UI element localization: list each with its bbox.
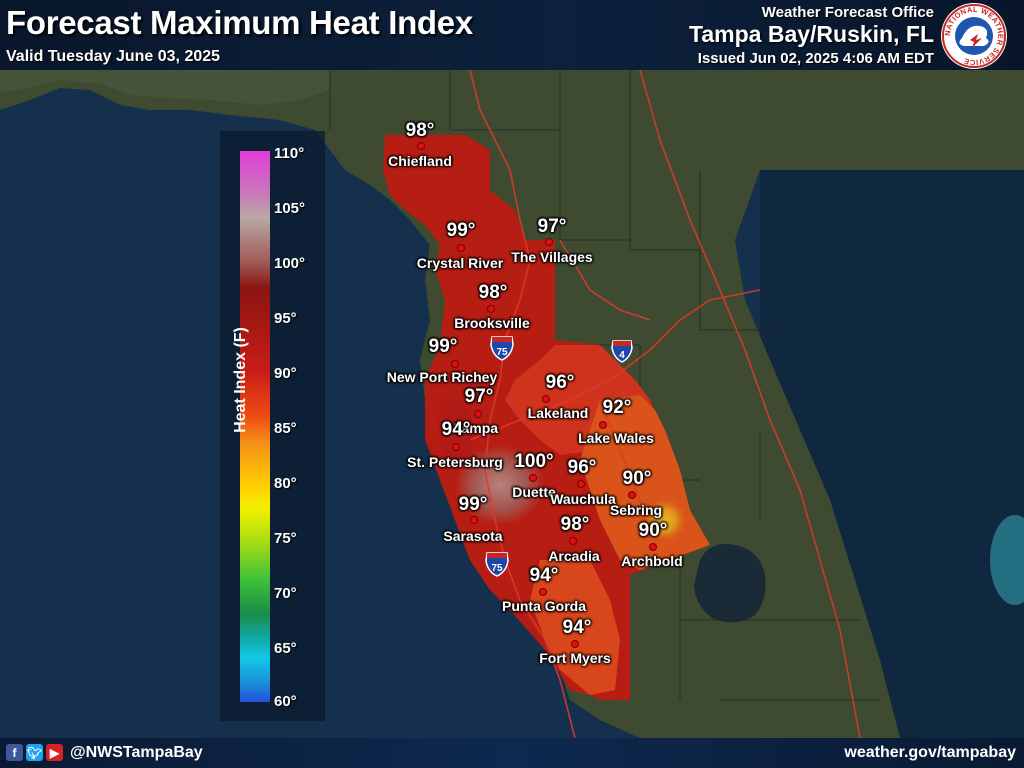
social-handle[interactable]: @NWSTampaBay (70, 744, 203, 761)
interstate-shield: 4 (611, 340, 633, 363)
city-value: 90° (638, 520, 668, 541)
city-value: 92° (602, 397, 632, 418)
legend-title: Heat Index (F) (232, 327, 249, 433)
legend-tick: 75° (274, 530, 297, 547)
city-marker-dot (649, 543, 657, 551)
website-link[interactable]: weather.gov/tampabay (844, 744, 1016, 761)
city-value: 98° (405, 120, 435, 141)
svg-text:75: 75 (496, 347, 508, 358)
city-value: 94° (562, 617, 592, 638)
city-name: Duette (512, 484, 556, 500)
city-name: Sebring (609, 502, 663, 518)
city-markers (417, 142, 657, 648)
city-name: St. Petersburg (407, 454, 503, 470)
legend-tick: 100° (274, 255, 306, 272)
city-value: 98° (478, 282, 508, 303)
legend-color-bar (240, 151, 270, 702)
lake-okeechobee (694, 544, 766, 623)
city-name: Lake Wales (578, 430, 654, 446)
panhandle-coast (0, 70, 330, 105)
city-name: Crystal River (416, 255, 504, 271)
interstate-shield: 75 (485, 552, 509, 577)
legend-tick: 85° (274, 420, 297, 437)
city-name: Chiefland (388, 153, 452, 169)
city-name: Punta Gorda (501, 598, 587, 614)
city-name: Tampa (453, 420, 499, 436)
city-marker-dot (457, 244, 465, 252)
legend-tick: 70° (274, 585, 297, 602)
city-marker-dot (539, 588, 547, 596)
city-marker-dot (529, 474, 537, 482)
city-marker-dot (451, 360, 459, 368)
legend-tick: 110° (274, 145, 305, 162)
twitter-icon[interactable]: 🐦︎ (26, 744, 43, 761)
city-value: 97° (464, 386, 494, 407)
city-marker-dot (577, 480, 585, 488)
city-marker-dot (628, 491, 636, 499)
city-marker-dot (417, 142, 425, 150)
city-marker-dot (542, 395, 550, 403)
interstate-shield: 75 (490, 336, 514, 361)
bahamas-shoals (990, 515, 1024, 605)
city-value: 94° (441, 419, 471, 440)
city-name: The Villages (511, 249, 593, 265)
city-name: Sarasota (443, 528, 503, 544)
nws-logo-icon: NATIONAL WEATHER SERVICE (941, 3, 1007, 69)
city-value: 94° (529, 565, 559, 586)
highways (469, 69, 861, 739)
city-name: Archbold (621, 553, 683, 569)
city-value: 90° (622, 468, 652, 489)
heat-index-shading (383, 135, 710, 700)
color-legend: Heat Index (F) 110° 105° 100° 95° 90° 85… (220, 131, 325, 721)
city-marker-dot (599, 421, 607, 429)
svg-text:4: 4 (619, 350, 625, 361)
legend-tick: 90° (274, 365, 297, 382)
facebook-icon[interactable]: f (6, 744, 23, 761)
city-name: New Port Richey (386, 369, 498, 385)
city-name: Brooksville (454, 315, 530, 331)
legend-tick: 105° (274, 200, 306, 217)
office-name: Tampa Bay/Ruskin, FL (689, 21, 934, 47)
office-label: Weather Forecast Office (761, 4, 934, 21)
city-value: 96° (567, 457, 597, 478)
footer-bar: f 🐦︎ ▶ @NWSTampaBay weather.gov/tampabay (0, 738, 1024, 768)
city-marker-dot (470, 516, 478, 524)
city-marker-dot (452, 443, 460, 451)
issued-time: Issued Jun 02, 2025 4:06 AM EDT (697, 50, 934, 67)
city-marker-dot (545, 238, 553, 246)
city-marker-dot (571, 640, 579, 648)
city-value: 96° (545, 372, 575, 393)
city-value: 100° (514, 451, 554, 472)
city-name: Fort Myers (539, 650, 611, 666)
city-name: Lakeland (527, 405, 589, 421)
legend-tick: 65° (274, 640, 297, 657)
city-value: 99° (458, 494, 488, 515)
city-name: Arcadia (548, 548, 600, 564)
city-value: 98° (560, 514, 590, 535)
city-name: Wauchula (550, 491, 616, 507)
city-value: 99° (446, 220, 476, 241)
youtube-icon[interactable]: ▶ (46, 744, 63, 761)
legend-tick: 95° (274, 310, 297, 327)
header-bar: Forecast Maximum Heat Index Valid Tuesda… (0, 0, 1024, 70)
city-value: 97° (537, 216, 567, 237)
map-title: Forecast Maximum Heat Index (6, 4, 473, 41)
city-value: 99° (428, 336, 458, 357)
city-marker-dot (487, 305, 495, 313)
legend-tick: 60° (274, 693, 297, 710)
city-marker-dot (474, 410, 482, 418)
svg-text:75: 75 (491, 563, 503, 574)
legend-tick: 80° (274, 475, 297, 492)
social-icons: f 🐦︎ ▶ (6, 744, 63, 761)
city-marker-dot (569, 537, 577, 545)
valid-date: Valid Tuesday June 03, 2025 (6, 48, 221, 65)
